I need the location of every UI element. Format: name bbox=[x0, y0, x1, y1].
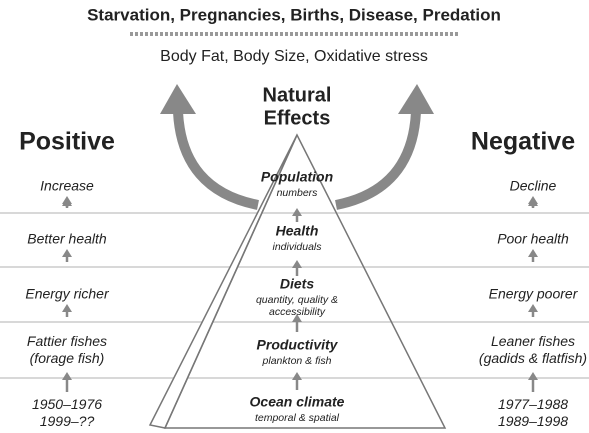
small-arrow-head bbox=[528, 249, 538, 257]
pyramid bbox=[163, 133, 447, 429]
right-item: (gadids & flatfish) bbox=[479, 350, 587, 366]
level-detail: accessibility bbox=[269, 306, 326, 318]
right-item: Energy poorer bbox=[489, 286, 579, 302]
curved-arrow bbox=[173, 111, 260, 210]
center-title: Natural bbox=[263, 84, 332, 106]
small-arrow-head bbox=[292, 372, 302, 380]
right-item: 1977–1988 bbox=[498, 396, 568, 412]
small-arrow-head bbox=[292, 314, 302, 322]
right-item: Poor health bbox=[497, 231, 569, 247]
left-item: Better health bbox=[27, 231, 107, 247]
level-title: Ocean climate bbox=[250, 394, 345, 410]
level-detail: plankton & fish bbox=[262, 355, 332, 367]
level-detail: individuals bbox=[272, 241, 322, 253]
small-arrow-head bbox=[292, 260, 302, 268]
small-arrow-head bbox=[62, 372, 72, 380]
right-item: 1989–1998 bbox=[498, 413, 568, 429]
arrow-head bbox=[160, 84, 196, 114]
level-detail: temporal & spatial bbox=[255, 412, 340, 424]
arrow-head bbox=[398, 84, 434, 114]
small-arrow-head bbox=[62, 249, 72, 257]
small-arrow-head bbox=[292, 208, 302, 216]
left-item: Fattier fishes bbox=[27, 333, 107, 349]
level-title: Diets bbox=[280, 276, 314, 292]
left-item: 1999–?? bbox=[40, 413, 95, 429]
small-arrow-head bbox=[528, 198, 538, 206]
left-item: Increase bbox=[40, 178, 94, 194]
level-title: Productivity bbox=[257, 337, 339, 353]
right-item: Decline bbox=[510, 178, 557, 194]
left-title: Positive bbox=[19, 128, 115, 156]
right-item: Leaner fishes bbox=[491, 333, 575, 349]
level-title: Health bbox=[276, 223, 319, 239]
small-arrow-head bbox=[528, 372, 538, 380]
small-arrow-head bbox=[62, 198, 72, 206]
level-title: Population bbox=[261, 169, 333, 185]
level-detail: quantity, quality & bbox=[256, 294, 338, 306]
center-title: Effects bbox=[264, 107, 331, 129]
level-detail: numbers bbox=[277, 187, 319, 199]
small-arrow-head bbox=[528, 304, 538, 312]
curved-arrow bbox=[334, 111, 421, 210]
header-title: Starvation, Pregnancies, Births, Disease… bbox=[87, 5, 501, 24]
header-subtitle: Body Fat, Body Size, Oxidative stress bbox=[160, 48, 428, 65]
right-title: Negative bbox=[471, 128, 575, 156]
left-item: (forage fish) bbox=[30, 350, 105, 366]
left-item: Energy richer bbox=[25, 286, 110, 302]
small-arrow-head bbox=[62, 304, 72, 312]
left-item: 1950–1976 bbox=[32, 396, 102, 412]
